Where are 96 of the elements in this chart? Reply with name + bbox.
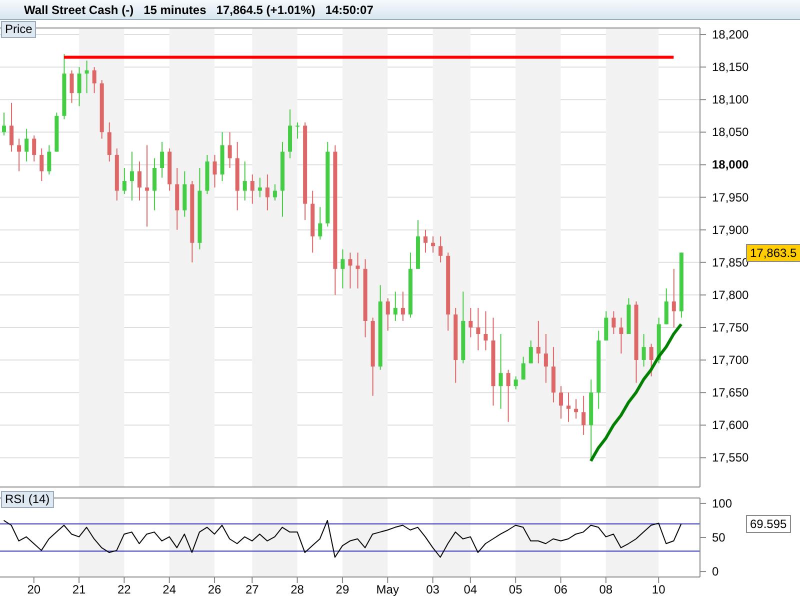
candlestick — [10, 102, 14, 152]
candlestick — [24, 128, 29, 162]
y-tick-label: 17,950 — [712, 190, 750, 204]
y-tick-label: 18,200 — [712, 28, 750, 42]
y-tick-label: 18,100 — [712, 92, 750, 107]
candlestick — [582, 395, 586, 436]
x-tick-label: 27 — [245, 582, 260, 597]
candlestick — [506, 369, 510, 422]
y-tick-label: 17,800 — [712, 288, 750, 302]
candlestick — [521, 356, 526, 380]
candlestick — [137, 160, 142, 202]
x-tick-label: 10 — [652, 582, 666, 597]
y-tick-label: 0 — [712, 564, 719, 579]
y-tick-label: 17,650 — [712, 386, 750, 400]
candlestick — [544, 334, 548, 384]
candlestick — [672, 268, 676, 328]
candlestick — [536, 320, 540, 364]
text: 69.595 — [746, 514, 791, 533]
candlestick — [498, 334, 503, 410]
x-tick-label: 22 — [118, 582, 132, 597]
candlestick — [424, 229, 428, 254]
candlestick — [318, 206, 322, 240]
candlestick — [664, 288, 668, 325]
candlestick — [558, 386, 563, 420]
candlestick — [574, 398, 578, 420]
candlestick — [619, 317, 624, 354]
candlestick — [476, 307, 480, 351]
candlestick — [528, 340, 533, 364]
candlestick — [84, 60, 89, 94]
candlestick — [242, 160, 247, 202]
candlestick — [649, 343, 654, 377]
y-tick-label: 50 — [712, 530, 726, 544]
candlestick — [152, 158, 157, 211]
y-tick-label: 100 — [712, 496, 732, 510]
y-tick-label: 17,750 — [712, 320, 750, 334]
candlestick — [47, 144, 52, 175]
x-tick-label: 24 — [162, 582, 176, 597]
y-tick-label: 18,150 — [712, 60, 750, 74]
x-tick-label: 28 — [290, 582, 304, 597]
candlestick — [32, 134, 36, 162]
y-tick-label: 17,550 — [712, 450, 750, 465]
x-tick-label: 05 — [508, 582, 523, 597]
candlestick — [258, 177, 262, 198]
candlestick — [17, 138, 22, 172]
candlestick — [130, 151, 134, 202]
candlestick — [438, 236, 443, 263]
x-tick-label: May — [376, 582, 399, 597]
candlestick — [228, 132, 232, 168]
candlestick — [250, 174, 254, 204]
candlestick — [340, 248, 345, 289]
x-tick-label: 06 — [554, 582, 568, 597]
candlestick — [612, 310, 616, 334]
candlestick — [212, 154, 217, 188]
candlestick — [468, 307, 473, 338]
candlestick — [160, 141, 164, 178]
x-tick-label: 08 — [599, 582, 613, 597]
candlestick — [272, 184, 277, 202]
candlestick — [77, 66, 82, 107]
candlestick — [642, 334, 646, 368]
text: 17,863.5 — [750, 246, 797, 260]
x-tick-label: 04 — [464, 582, 478, 597]
y-tick-label: 18,050 — [712, 125, 750, 140]
candlestick — [604, 310, 608, 342]
x-tick-label: 26 — [208, 582, 222, 597]
candlestick — [566, 392, 571, 422]
x-tick-label: 29 — [336, 582, 350, 597]
candlestick — [122, 167, 126, 195]
line-series — [3, 520, 682, 558]
chart-title: RSI (14) — [1, 491, 54, 508]
candlestick — [400, 291, 405, 322]
candlestick — [92, 66, 96, 94]
candlestick — [348, 252, 352, 289]
candlestick — [514, 376, 518, 390]
x-tick-label: 03 — [426, 582, 440, 597]
candlestick — [484, 310, 488, 351]
x-tick-label: 21 — [72, 582, 86, 597]
candlestick — [393, 291, 398, 322]
candlestick — [265, 174, 270, 211]
chart-subtitle: Price — [1, 21, 36, 38]
candlestick — [356, 252, 360, 289]
candlestick — [386, 298, 390, 332]
candlestick — [70, 70, 74, 104]
y-tick-label: 17,600 — [712, 418, 750, 432]
candlestick — [40, 148, 44, 182]
candlestick — [145, 144, 150, 228]
y-tick-label: 17,850 — [712, 255, 750, 270]
y-tick-label: 17,900 — [712, 222, 750, 237]
candlestick — [2, 112, 6, 136]
candlestick — [296, 122, 300, 140]
x-tick-label: 20 — [27, 582, 41, 597]
y-tick-label: 18,000 — [712, 158, 750, 172]
candlestick — [431, 236, 436, 254]
chart-title: Wall Street Cash (-) 15 minutes 17,864.5 (+1.01%) 14:50:07 — [0, 0, 800, 20]
line-series — [589, 322, 683, 462]
candlestick — [107, 122, 112, 162]
y-tick-label: 17,700 — [712, 353, 750, 368]
